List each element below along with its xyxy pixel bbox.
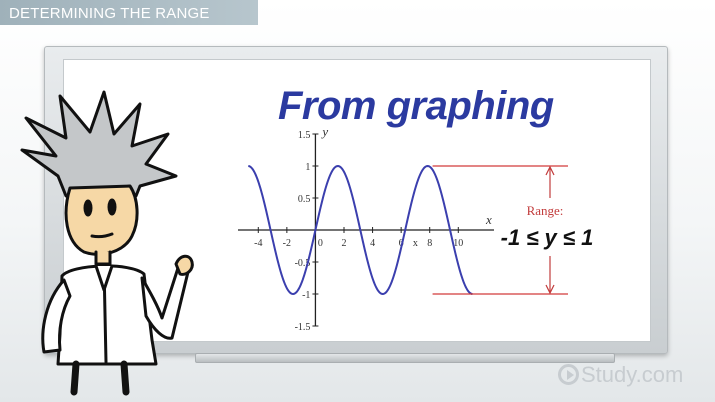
study-logo: Study.com xyxy=(558,362,708,388)
whiteboard-surface xyxy=(63,59,651,342)
professor-character xyxy=(20,90,194,396)
professor-hair xyxy=(20,90,178,198)
y-axis-label: y xyxy=(320,124,328,139)
logo-text: Study.com xyxy=(581,362,684,387)
x-tick-label: 4 xyxy=(370,238,375,249)
y-tick-label: 1 xyxy=(305,162,310,173)
range-arrowhead-down xyxy=(545,284,555,295)
x-tick-label: 0 xyxy=(318,238,323,249)
slide-heading: From graphing xyxy=(278,84,554,128)
play-circle-icon xyxy=(558,364,579,385)
range-label: Range: xyxy=(527,203,564,218)
lesson-title-bar: DETERMINING THE RANGE xyxy=(0,0,258,25)
x-axis-label: x xyxy=(485,212,492,227)
range-arrowhead-up xyxy=(545,165,555,176)
professor-legs xyxy=(70,360,130,396)
x-tick-label: -4 xyxy=(254,238,262,249)
x-tick-label: -2 xyxy=(283,238,291,249)
x-tick-label: 8 xyxy=(427,238,432,249)
lesson-title: DETERMINING THE RANGE xyxy=(9,5,210,22)
professor-lab-coat xyxy=(56,264,158,366)
professor-head xyxy=(64,184,139,256)
y-tick-label: -1.5 xyxy=(295,322,311,333)
y-tick-label: -1 xyxy=(302,290,310,301)
professor-arm-left xyxy=(41,278,72,354)
sine-curve xyxy=(248,164,473,296)
professor-hand xyxy=(174,254,194,276)
y-tick-label: 0.5 xyxy=(298,194,311,205)
whiteboard-tray xyxy=(195,353,615,363)
professor-mouth xyxy=(90,232,114,239)
x-tick-label: 10 xyxy=(453,238,463,249)
y-tick-label: -0.5 xyxy=(295,258,311,269)
y-tick-label: 1.5 xyxy=(298,130,311,141)
x-axis-marker: x xyxy=(413,238,418,249)
professor-eye-left xyxy=(83,199,93,217)
x-tick-label: 2 xyxy=(342,238,347,249)
range-inequality: -1 ≤ y ≤ 1 xyxy=(501,225,594,250)
professor-eye-right xyxy=(107,198,117,216)
